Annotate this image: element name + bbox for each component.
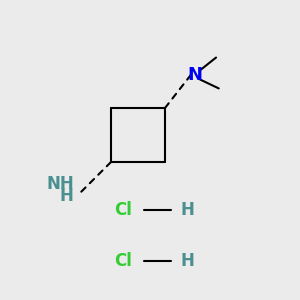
Text: H: H — [180, 252, 194, 270]
Text: Cl: Cl — [114, 252, 132, 270]
Text: N: N — [188, 66, 203, 84]
Text: H: H — [180, 201, 194, 219]
Text: Cl: Cl — [114, 201, 132, 219]
Text: NH: NH — [46, 175, 74, 193]
Text: H: H — [60, 187, 74, 205]
